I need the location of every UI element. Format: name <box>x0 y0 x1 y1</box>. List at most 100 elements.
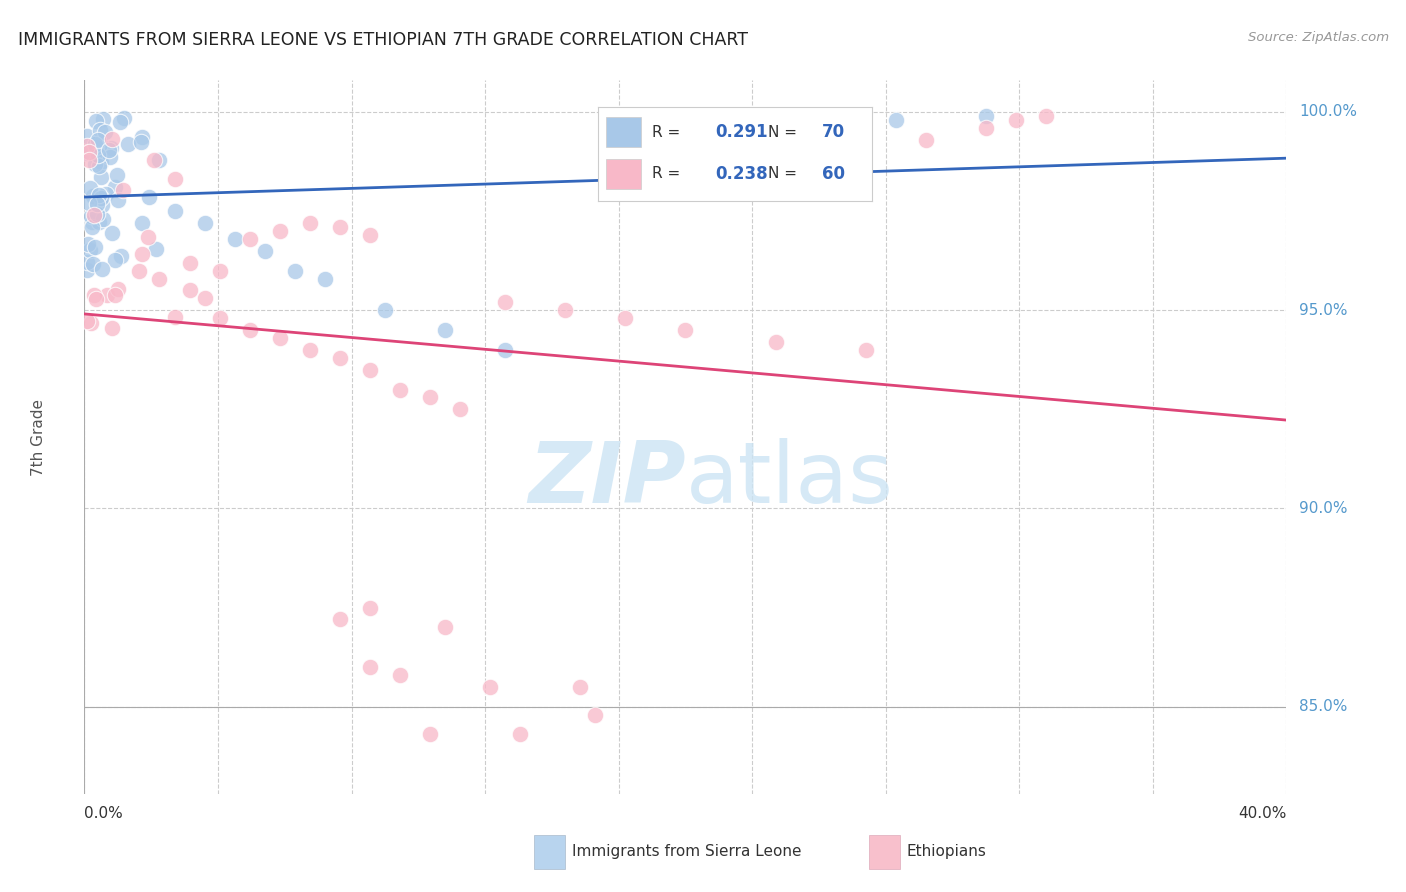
Point <box>179 284 201 298</box>
Point <box>583 707 606 722</box>
Point <box>143 153 166 168</box>
Point <box>434 323 457 337</box>
Point <box>208 263 231 277</box>
Point <box>96 287 118 301</box>
Point <box>208 311 231 326</box>
Point <box>86 207 108 221</box>
Point <box>569 680 592 694</box>
Point <box>89 159 111 173</box>
Point <box>98 150 121 164</box>
Point <box>84 240 107 254</box>
Point <box>239 232 262 246</box>
Point <box>253 244 276 258</box>
Point <box>80 316 103 330</box>
Point <box>82 257 104 271</box>
Point <box>359 600 381 615</box>
Text: N =: N = <box>768 125 801 140</box>
Point <box>388 668 411 682</box>
Text: 90.0%: 90.0% <box>1299 501 1348 516</box>
Point <box>163 204 186 219</box>
Point <box>84 140 107 154</box>
Point <box>87 151 110 165</box>
Point <box>269 331 291 345</box>
Point <box>128 264 150 278</box>
Point <box>138 190 160 204</box>
Point <box>855 343 877 357</box>
Point <box>434 620 457 634</box>
Point <box>100 141 122 155</box>
Point <box>82 219 104 234</box>
Point <box>148 153 170 168</box>
Point <box>194 291 217 305</box>
Point <box>94 125 117 139</box>
Point <box>269 224 291 238</box>
Point <box>76 237 98 252</box>
Point <box>108 114 131 128</box>
Text: R =: R = <box>652 125 686 140</box>
Point <box>107 193 129 207</box>
Point <box>1035 109 1057 123</box>
Point <box>329 351 352 365</box>
Point <box>110 249 132 263</box>
Point <box>83 208 105 222</box>
Point <box>329 219 352 234</box>
Text: 0.0%: 0.0% <box>84 805 124 821</box>
Point <box>1005 112 1028 127</box>
Point <box>298 216 321 230</box>
Point <box>83 137 105 152</box>
Point <box>86 148 108 162</box>
Point <box>84 156 107 170</box>
Point <box>76 145 98 160</box>
Point <box>314 271 336 285</box>
Point <box>117 136 139 151</box>
Point <box>79 209 101 223</box>
Point <box>675 323 697 337</box>
Point <box>359 660 381 674</box>
Point <box>359 227 381 242</box>
Point <box>765 334 787 349</box>
Point <box>89 137 111 152</box>
Point <box>80 214 103 228</box>
Point <box>388 383 411 397</box>
Point <box>298 343 321 357</box>
Text: 70: 70 <box>823 123 845 141</box>
Point <box>194 216 217 230</box>
Point <box>131 135 153 149</box>
Point <box>77 195 100 210</box>
Point <box>884 112 907 127</box>
Text: atlas: atlas <box>686 438 893 522</box>
Point <box>554 303 576 318</box>
Text: IMMIGRANTS FROM SIERRA LEONE VS ETHIOPIAN 7TH GRADE CORRELATION CHART: IMMIGRANTS FROM SIERRA LEONE VS ETHIOPIA… <box>18 31 748 49</box>
Point <box>90 155 112 169</box>
Point <box>494 295 516 310</box>
Point <box>163 172 186 186</box>
Bar <box>606 118 641 147</box>
Point <box>284 263 307 277</box>
Point <box>90 190 112 204</box>
Point <box>794 120 817 135</box>
Point <box>86 197 108 211</box>
Point <box>179 255 201 269</box>
Point <box>974 109 997 123</box>
Point <box>329 612 352 626</box>
Point <box>359 362 381 376</box>
Point <box>84 113 107 128</box>
Point <box>91 112 114 126</box>
Bar <box>606 159 641 188</box>
Point <box>76 263 98 277</box>
Point <box>509 727 531 741</box>
Point <box>79 243 101 257</box>
Point <box>479 680 502 694</box>
Point <box>76 313 98 327</box>
Point <box>148 271 170 285</box>
Point <box>104 288 127 302</box>
Point <box>87 214 110 228</box>
Text: Ethiopians: Ethiopians <box>907 845 987 859</box>
Point <box>239 323 262 337</box>
Point <box>374 303 396 318</box>
Point <box>224 232 246 246</box>
Text: 0.291: 0.291 <box>716 123 768 141</box>
Point <box>101 132 124 146</box>
Point <box>131 247 153 261</box>
Point <box>105 169 128 183</box>
